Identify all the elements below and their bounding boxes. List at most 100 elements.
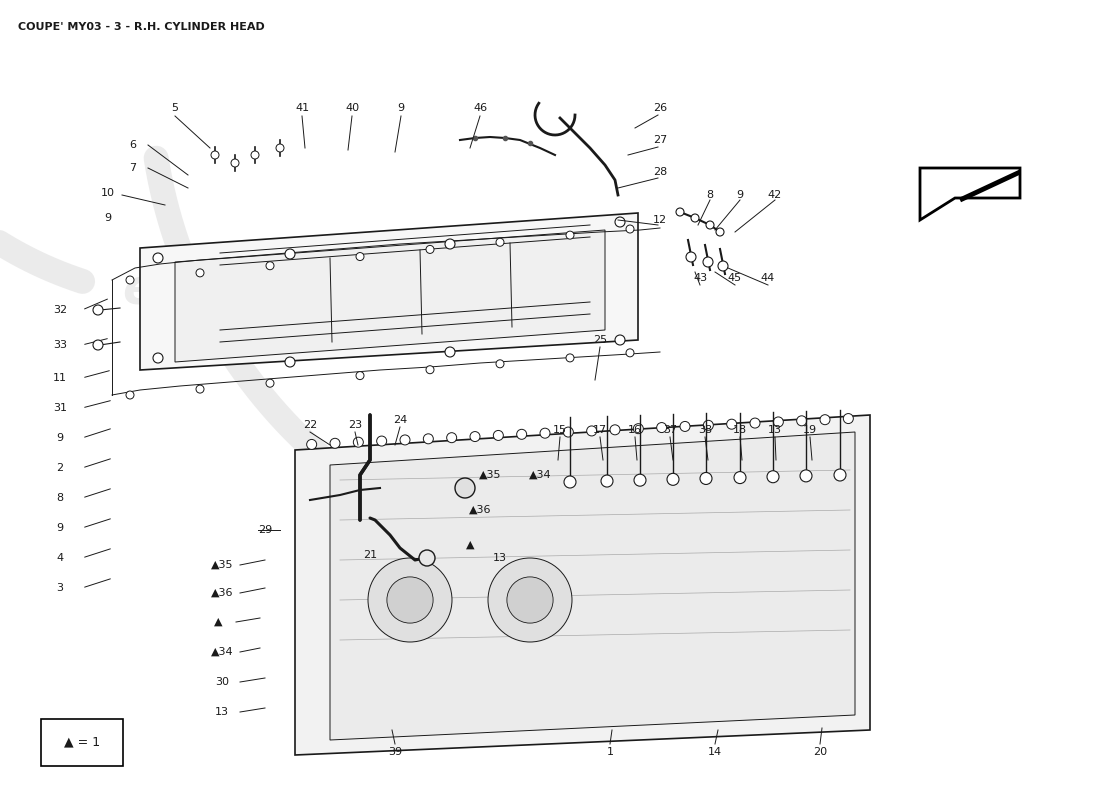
Circle shape xyxy=(626,225,634,233)
Text: ▲: ▲ xyxy=(465,540,474,550)
Circle shape xyxy=(368,558,452,642)
Text: 23: 23 xyxy=(348,420,362,430)
Circle shape xyxy=(266,262,274,270)
Circle shape xyxy=(353,437,363,447)
Circle shape xyxy=(496,238,504,246)
Circle shape xyxy=(330,438,340,448)
Circle shape xyxy=(356,372,364,380)
Circle shape xyxy=(750,418,760,428)
Text: 26: 26 xyxy=(653,103,667,113)
Circle shape xyxy=(566,231,574,239)
Text: 8: 8 xyxy=(56,493,64,503)
Text: ▲36: ▲36 xyxy=(469,505,492,515)
Text: 13: 13 xyxy=(768,425,782,435)
Text: 9: 9 xyxy=(736,190,744,200)
Text: 46: 46 xyxy=(473,103,487,113)
Circle shape xyxy=(767,470,779,482)
Polygon shape xyxy=(295,415,870,755)
Circle shape xyxy=(615,217,625,227)
Text: 21: 21 xyxy=(363,550,377,560)
Text: 2: 2 xyxy=(56,463,64,473)
Circle shape xyxy=(488,558,572,642)
Circle shape xyxy=(634,474,646,486)
Circle shape xyxy=(626,349,634,357)
Circle shape xyxy=(586,426,596,436)
Circle shape xyxy=(455,478,475,498)
Text: 33: 33 xyxy=(53,340,67,350)
Circle shape xyxy=(126,391,134,399)
Circle shape xyxy=(387,577,433,623)
Circle shape xyxy=(426,366,434,374)
Circle shape xyxy=(716,228,724,236)
Text: 45: 45 xyxy=(728,273,743,283)
Circle shape xyxy=(196,385,204,393)
Circle shape xyxy=(126,276,134,284)
Text: 27: 27 xyxy=(653,135,667,145)
Text: COUPE' MY03 - 3 - R.H. CYLINDER HEAD: COUPE' MY03 - 3 - R.H. CYLINDER HEAD xyxy=(18,22,265,32)
Text: 10: 10 xyxy=(101,188,116,198)
Circle shape xyxy=(703,257,713,267)
Text: 29: 29 xyxy=(257,525,272,535)
Circle shape xyxy=(706,221,714,229)
Circle shape xyxy=(196,269,204,277)
Text: 11: 11 xyxy=(53,373,67,383)
Text: 15: 15 xyxy=(553,425,566,435)
Circle shape xyxy=(446,347,455,357)
Circle shape xyxy=(691,214,698,222)
Circle shape xyxy=(153,253,163,263)
Circle shape xyxy=(610,425,620,435)
Text: 18: 18 xyxy=(733,425,747,435)
Text: 25: 25 xyxy=(593,335,607,345)
Text: 9: 9 xyxy=(56,523,64,533)
Circle shape xyxy=(657,422,667,433)
Text: ▲35: ▲35 xyxy=(478,470,502,480)
Circle shape xyxy=(718,261,728,271)
Circle shape xyxy=(211,151,219,159)
Text: 40: 40 xyxy=(345,103,359,113)
Text: 9: 9 xyxy=(56,433,64,443)
Circle shape xyxy=(94,305,103,315)
Circle shape xyxy=(153,353,163,363)
Text: 30: 30 xyxy=(214,677,229,687)
Text: 3: 3 xyxy=(56,583,64,593)
Circle shape xyxy=(424,434,433,444)
Text: 37: 37 xyxy=(663,425,678,435)
Circle shape xyxy=(251,151,258,159)
Circle shape xyxy=(680,422,690,431)
Circle shape xyxy=(634,424,643,434)
Text: 12: 12 xyxy=(653,215,667,225)
Text: 19: 19 xyxy=(803,425,817,435)
Circle shape xyxy=(700,473,712,485)
Text: 6: 6 xyxy=(130,140,136,150)
Circle shape xyxy=(566,354,574,362)
Text: 7: 7 xyxy=(130,163,136,173)
Text: ▲34: ▲34 xyxy=(211,647,233,657)
Circle shape xyxy=(285,357,295,367)
Circle shape xyxy=(540,428,550,438)
Polygon shape xyxy=(175,230,605,362)
Circle shape xyxy=(796,416,806,426)
Text: 17: 17 xyxy=(593,425,607,435)
Text: 13: 13 xyxy=(214,707,229,717)
Circle shape xyxy=(844,414,854,423)
Circle shape xyxy=(734,471,746,483)
Text: ▲36: ▲36 xyxy=(211,588,233,598)
Text: 22: 22 xyxy=(302,420,317,430)
Circle shape xyxy=(276,144,284,152)
Circle shape xyxy=(419,550,435,566)
Circle shape xyxy=(266,379,274,387)
Text: 5: 5 xyxy=(172,103,178,113)
Circle shape xyxy=(563,427,573,437)
Circle shape xyxy=(615,335,625,345)
Circle shape xyxy=(94,340,103,350)
Circle shape xyxy=(446,239,455,249)
Polygon shape xyxy=(920,168,1020,220)
Text: 31: 31 xyxy=(53,403,67,413)
Circle shape xyxy=(667,474,679,486)
Circle shape xyxy=(507,577,553,623)
Circle shape xyxy=(773,417,783,427)
Circle shape xyxy=(517,430,527,439)
Text: 38: 38 xyxy=(697,425,712,435)
Text: 42: 42 xyxy=(768,190,782,200)
Circle shape xyxy=(447,433,456,442)
